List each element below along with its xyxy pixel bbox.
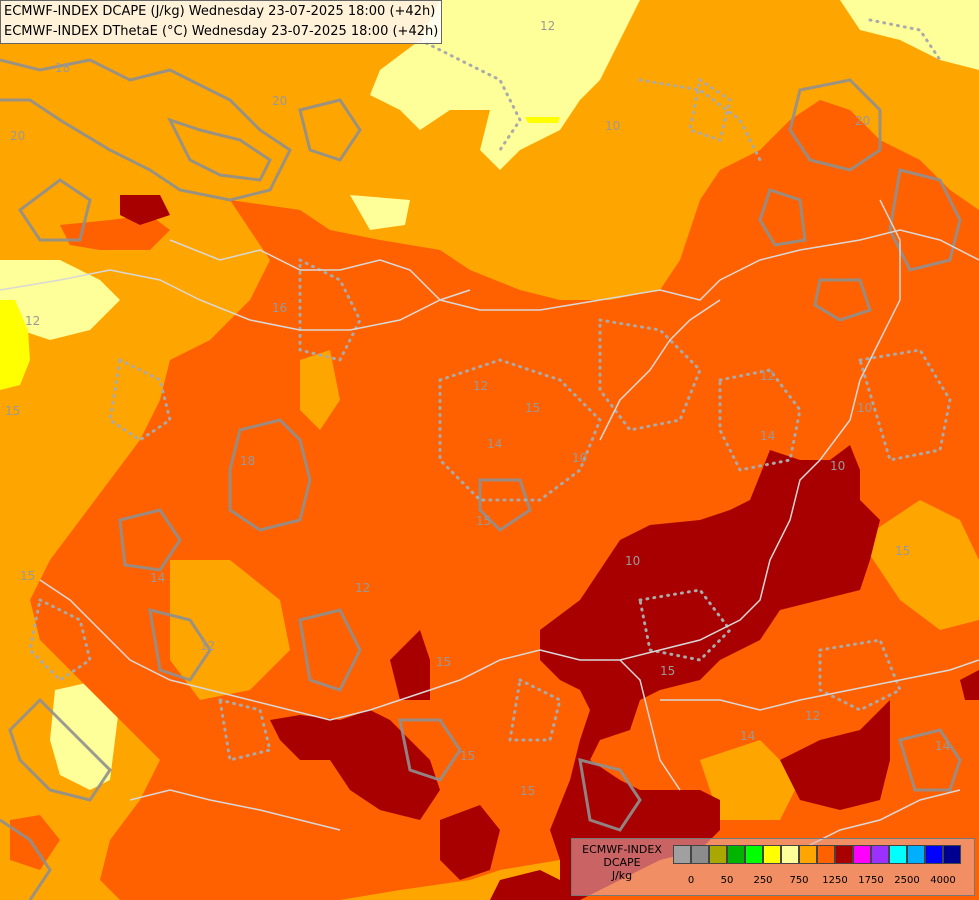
legend-swatches: [673, 845, 961, 864]
legend-swatch: [673, 845, 691, 864]
legend-ticks: 0 50 250 750 1250 1750 2500 4000: [673, 875, 973, 889]
contour-label: 15: [436, 655, 451, 669]
color-legend: ECMWF-INDEX DCAPE J/kg 0 50 250 750 1250 1750…: [571, 838, 975, 896]
legend-parameter: DCAPE: [603, 856, 641, 869]
map-title: ECMWF-INDEX DCAPE (J/kg) Wednesday 23-07…: [0, 0, 443, 44]
contour-label: 15: [5, 404, 20, 418]
contour-label: 20: [10, 129, 25, 143]
contour-label: 15: [525, 401, 540, 415]
legend-swatch: [817, 845, 835, 864]
legend-tick-label: 250: [753, 875, 773, 886]
legend-tick-label: 0: [687, 875, 695, 886]
legend-swatch: [781, 845, 799, 864]
legend-tick-label: 2500: [894, 875, 920, 886]
contour-label: 15: [476, 514, 491, 528]
contour-label: 12: [540, 19, 555, 33]
legend-model: ECMWF-INDEX: [582, 843, 662, 856]
legend-unit: J/kg: [611, 869, 633, 882]
legend-tick-label: 4000: [930, 875, 956, 886]
contour-label: 20: [855, 114, 870, 128]
contour-label: 15: [520, 784, 535, 798]
contour-label: 14: [935, 739, 950, 753]
title-line-dcape: ECMWF-INDEX DCAPE (J/kg) Wednesday 23-07…: [4, 4, 436, 19]
legend-swatch: [889, 845, 907, 864]
dcape-yellow-regions: [0, 117, 560, 390]
contour-label: 14: [487, 437, 502, 451]
contour-label: 14: [760, 429, 775, 443]
country-borders: [0, 199, 979, 851]
contour-label: 14: [740, 729, 755, 743]
contour-label: 10: [830, 459, 845, 473]
legend-swatch: [763, 845, 781, 864]
legend-label: ECMWF-INDEX DCAPE J/kg: [574, 843, 670, 882]
contour-label: 15: [660, 664, 675, 678]
legend-swatch: [943, 845, 961, 864]
legend-tick-label: 50: [720, 875, 734, 886]
contour-label: 14: [150, 571, 165, 585]
title-line-dthetae: ECMWF-INDEX DThetaE (°C) Wednesday 23-07…: [4, 24, 439, 39]
legend-swatch: [727, 845, 745, 864]
contour-label: 12: [200, 639, 215, 653]
legend-tick-label: 1750: [858, 875, 884, 886]
legend-swatch: [907, 845, 925, 864]
contour-label: 10: [625, 554, 640, 568]
legend-swatch: [691, 845, 709, 864]
legend-swatch: [709, 845, 727, 864]
legend-tick-label: 750: [789, 875, 809, 886]
contour-label: 12: [473, 379, 488, 393]
legend-swatch: [853, 845, 871, 864]
legend-swatch: [745, 845, 763, 864]
dthetae-contours: [0, 58, 962, 900]
contour-label: 18: [55, 61, 70, 75]
contour-label: 12: [25, 314, 40, 328]
legend-swatch: [871, 845, 889, 864]
contour-label: 10: [857, 401, 872, 415]
contour-label: 15: [895, 544, 910, 558]
contour-label: 12: [760, 369, 775, 383]
legend-swatch: [835, 845, 853, 864]
contour-label: 18: [240, 454, 255, 468]
legend-swatch: [925, 845, 943, 864]
contour-label: 16: [272, 301, 287, 315]
contour-label: 15: [20, 569, 35, 583]
contour-label: 20: [272, 94, 287, 108]
contour-label: 10: [605, 119, 620, 133]
legend-swatch: [799, 845, 817, 864]
contour-label: 10: [572, 451, 587, 465]
contour-label: 12: [805, 709, 820, 723]
dcape-dark-red-regions: [120, 195, 979, 900]
contour-label: 12: [355, 581, 370, 595]
contour-labels: 20 20 18 16 12 15 12 14 15 10 12 15 15 1…: [5, 19, 950, 798]
contour-label: 15: [460, 749, 475, 763]
legend-tick-label: 1250: [822, 875, 848, 886]
dthetae-dotted-contours: [28, 18, 952, 762]
